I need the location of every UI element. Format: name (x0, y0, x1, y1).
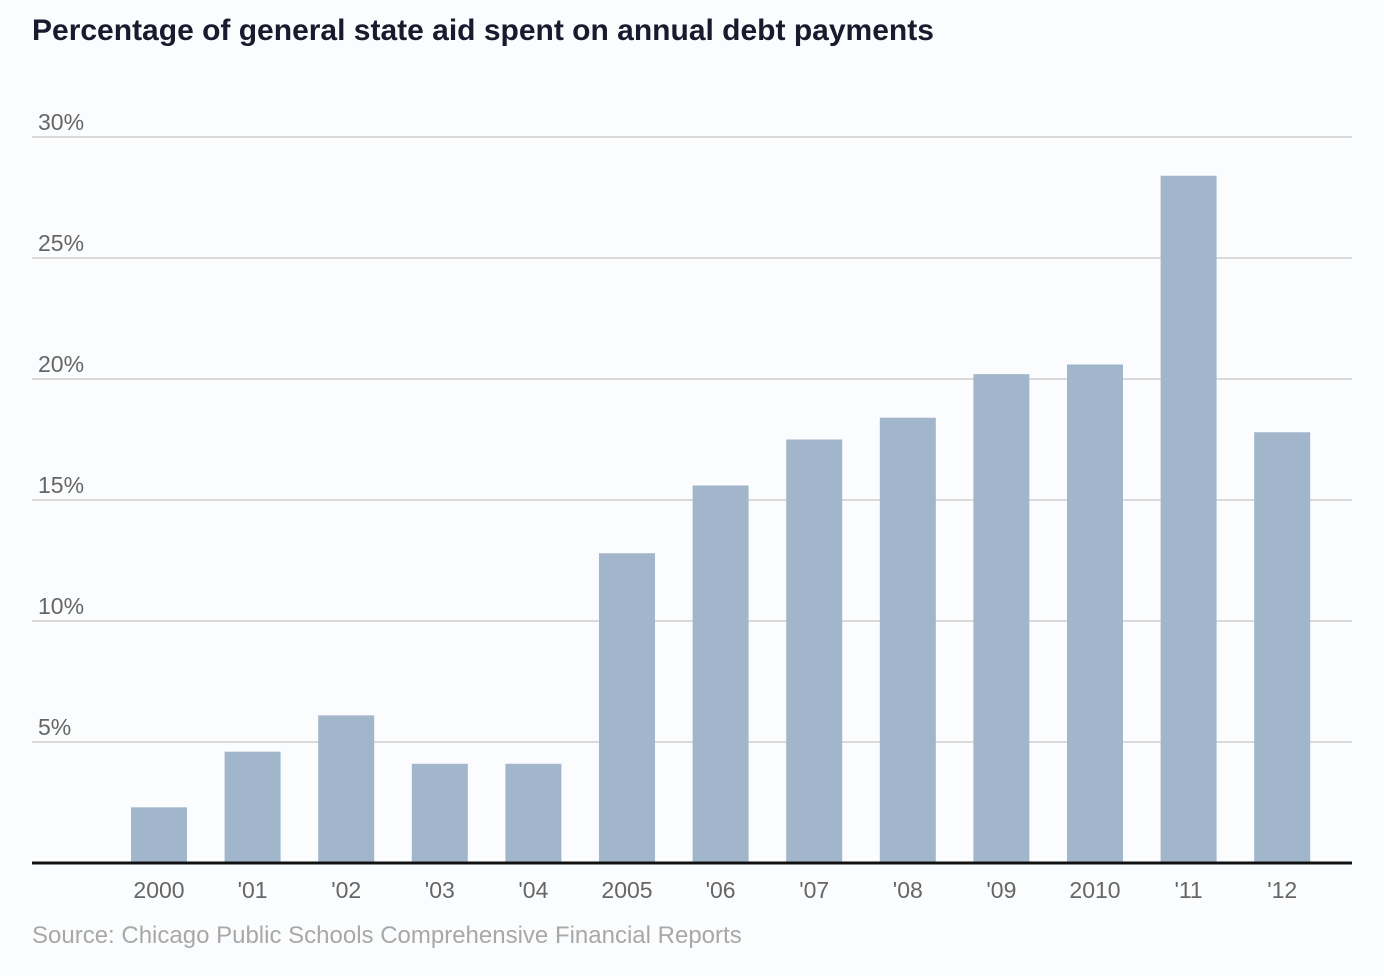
y-tick-label: 15% (38, 472, 84, 498)
x-tick-label: '04 (518, 877, 548, 903)
y-tick-label: 30% (38, 109, 84, 135)
x-tick-label: '07 (799, 877, 829, 903)
gridlines (32, 136, 1352, 743)
bar (318, 715, 375, 863)
x-tick-label: 2010 (1069, 877, 1120, 903)
bar (1160, 175, 1217, 864)
bar (505, 763, 562, 863)
y-axis-tick-labels: 5% 10% 15% 20% 25% 30% (38, 109, 84, 740)
bar (973, 374, 1030, 863)
x-tick-label: 2005 (601, 877, 652, 903)
x-tick-label: '01 (238, 877, 268, 903)
x-tick-label: '03 (425, 877, 455, 903)
bar (879, 417, 936, 863)
bar (131, 807, 187, 863)
y-tick-label: 5% (38, 714, 71, 740)
x-tick-label: '11 (1174, 877, 1202, 903)
bar (786, 439, 843, 863)
x-tick-label: '02 (331, 877, 361, 903)
x-axis-tick-labels: 2000 '01 '02 '03 '04 2005 '06 '07 '08 '09 2010 '11 '… (133, 877, 1297, 903)
bar (1254, 432, 1311, 863)
bar (692, 485, 749, 863)
bar (599, 553, 655, 863)
chart-title: Percentage of general state aid spent on… (32, 14, 934, 47)
x-tick-label: '08 (893, 877, 923, 903)
bar (411, 763, 468, 863)
x-tick-label: '12 (1267, 877, 1297, 903)
bar (1067, 364, 1123, 863)
bar (224, 751, 281, 863)
y-tick-label: 10% (38, 593, 84, 619)
y-tick-label: 25% (38, 230, 84, 256)
bars (131, 175, 1311, 864)
y-tick-label: 20% (38, 351, 84, 377)
source-note: Source: Chicago Public Schools Comprehen… (32, 922, 742, 949)
x-tick-label: '06 (706, 877, 736, 903)
x-tick-label: 2000 (133, 877, 184, 903)
x-tick-label: '09 (986, 877, 1016, 903)
